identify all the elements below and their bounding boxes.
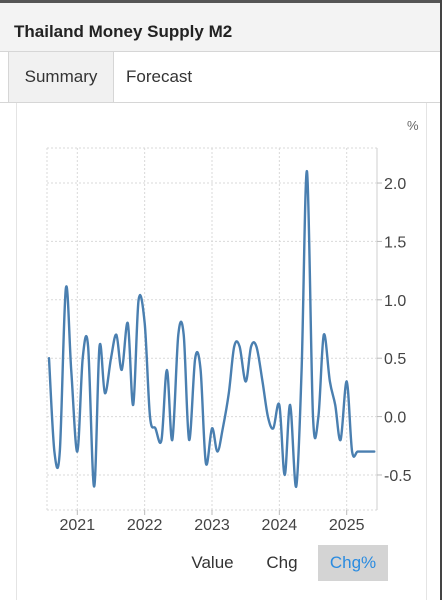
unit-label: %	[407, 118, 419, 133]
y-tick-label: 1.5	[384, 234, 406, 251]
top-border	[0, 0, 442, 3]
tab-forecast-label: Forecast	[126, 67, 193, 86]
tab-summary-label: Summary	[24, 67, 98, 86]
y-tick-label: -0.5	[384, 468, 412, 485]
panel-border-right	[426, 103, 427, 600]
x-tick-label: 2021	[60, 517, 96, 534]
x-tick-label: 2022	[127, 517, 163, 534]
value-button[interactable]: Value	[191, 553, 234, 572]
right-border	[440, 0, 442, 600]
tab-forecast[interactable]: Forecast	[113, 52, 226, 102]
tab-summary[interactable]: Summary	[8, 52, 114, 102]
chg-percent-button[interactable]: Chg%	[318, 545, 388, 581]
chg-button[interactable]: Chg	[266, 553, 298, 572]
chart-mode-toggle: Value Chg Chg%	[185, 545, 390, 581]
y-tick-label: 0.5	[384, 351, 406, 368]
y-tick-label: 1.0	[384, 293, 406, 310]
y-tick-label: 2.0	[384, 176, 406, 193]
page-header: Thailand Money Supply M2	[0, 3, 440, 52]
x-tick-label: 2023	[194, 517, 230, 534]
x-tick-label: 2025	[329, 517, 365, 534]
panel-border-left	[16, 103, 17, 600]
series-line	[47, 170, 376, 488]
x-tick-label: 2024	[262, 517, 298, 534]
y-tick-label: 0.0	[384, 410, 406, 427]
tab-bar: Summary Forecast	[0, 52, 440, 103]
page-title: Thailand Money Supply M2	[14, 22, 233, 41]
